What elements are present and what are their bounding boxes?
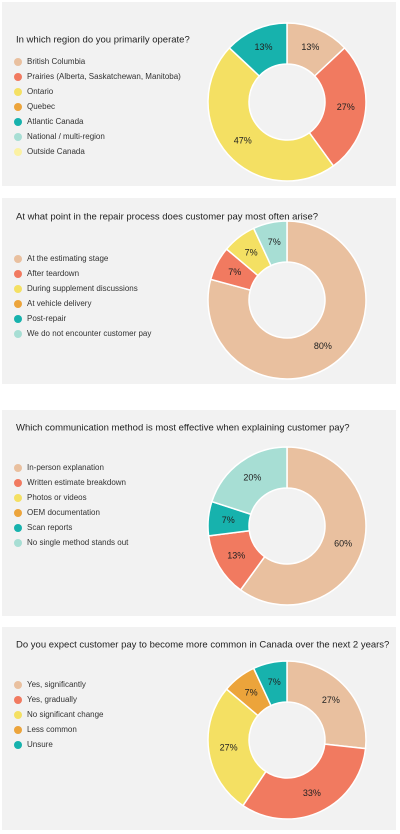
legend-label: OEM documentation (27, 508, 100, 517)
value-label: 60% (334, 539, 352, 549)
legend-label: Scan reports (27, 523, 72, 532)
legend-swatch (14, 726, 22, 734)
value-label: 7% (268, 237, 281, 247)
value-label: 13% (227, 550, 245, 560)
legend-swatch (14, 741, 22, 749)
legend-swatch (14, 285, 22, 293)
value-label: 47% (234, 135, 252, 145)
legend-label: Yes, significantly (27, 680, 86, 689)
legend-swatch (14, 270, 22, 278)
legend-label: Ontario (27, 87, 54, 96)
legend-swatch (14, 711, 22, 719)
legend-swatch (14, 539, 22, 547)
legend-label: Unsure (27, 740, 53, 749)
donut-slice (207, 46, 335, 182)
value-label: 80% (314, 341, 332, 351)
chart-title: At what point in the repair process does… (16, 212, 318, 223)
donut-slice (207, 220, 367, 380)
legend-label: We do not encounter customer pay (27, 329, 151, 338)
chart-title: Which communication method is most effec… (16, 423, 350, 434)
value-label: 27% (337, 102, 355, 112)
chart-title: In which region do you primarily operate… (16, 35, 190, 46)
legend-label: Prairies (Alberta, Saskatchewan, Manitob… (27, 72, 181, 81)
donut-slice (252, 660, 288, 707)
legend-label: Post-repair (27, 314, 66, 323)
legend-label: Photos or videos (27, 493, 87, 502)
legend-swatch (14, 330, 22, 338)
legend-label: After teardown (27, 269, 79, 278)
legend-swatch (14, 464, 22, 472)
legend-swatch (14, 524, 22, 532)
legend-label: Quebec (27, 102, 55, 111)
donut-slice (286, 660, 367, 750)
legend-swatch (14, 479, 22, 487)
donut-slice (308, 46, 367, 167)
value-label: 7% (228, 267, 241, 277)
legend-label: Less common (27, 725, 77, 734)
legend-label: Yes, gradually (27, 695, 77, 704)
legend-label: At vehicle delivery (27, 299, 91, 308)
donut-slice (207, 688, 267, 807)
value-label: 27% (220, 743, 238, 753)
legend-swatch (14, 696, 22, 704)
legend-swatch (14, 58, 22, 66)
donut-slice (228, 22, 288, 78)
donut-slice (210, 446, 288, 516)
value-label: 33% (303, 788, 321, 798)
value-label: 13% (255, 42, 273, 52)
legend-label: Outside Canada (27, 147, 85, 156)
legend-swatch (14, 118, 22, 126)
value-label: 7% (245, 688, 258, 698)
legend-swatch (14, 681, 22, 689)
value-label: 20% (243, 473, 261, 483)
legend-label: During supplement discussions (27, 284, 138, 293)
legend-swatch (14, 300, 22, 308)
legend-label: No significant change (27, 710, 104, 719)
legend-swatch (14, 255, 22, 263)
legend-swatch (14, 133, 22, 141)
legend-label: British Columbia (27, 57, 86, 66)
donut-slice (252, 220, 288, 267)
legend-label: At the estimating stage (27, 254, 109, 263)
chart-title: Do you expect customer pay to become mor… (16, 640, 389, 651)
legend-label: Atlantic Canada (27, 117, 84, 126)
legend-swatch (14, 509, 22, 517)
legend-swatch (14, 88, 22, 96)
value-label: 27% (322, 695, 340, 705)
legend-label: National / multi-region (27, 132, 105, 141)
legend-swatch (14, 315, 22, 323)
value-label: 7% (245, 248, 258, 258)
legend-swatch (14, 494, 22, 502)
value-label: 7% (222, 515, 235, 525)
value-label: 13% (301, 42, 319, 52)
legend-label: In-person explanation (27, 463, 104, 472)
legend-swatch (14, 148, 22, 156)
legend-swatch (14, 73, 22, 81)
legend-label: Written estimate breakdown (27, 478, 126, 487)
legend-label: No single method stands out (27, 538, 129, 547)
value-label: 7% (268, 677, 281, 687)
legend-swatch (14, 103, 22, 111)
donut-slice (239, 446, 367, 606)
donut-slice (241, 743, 367, 820)
